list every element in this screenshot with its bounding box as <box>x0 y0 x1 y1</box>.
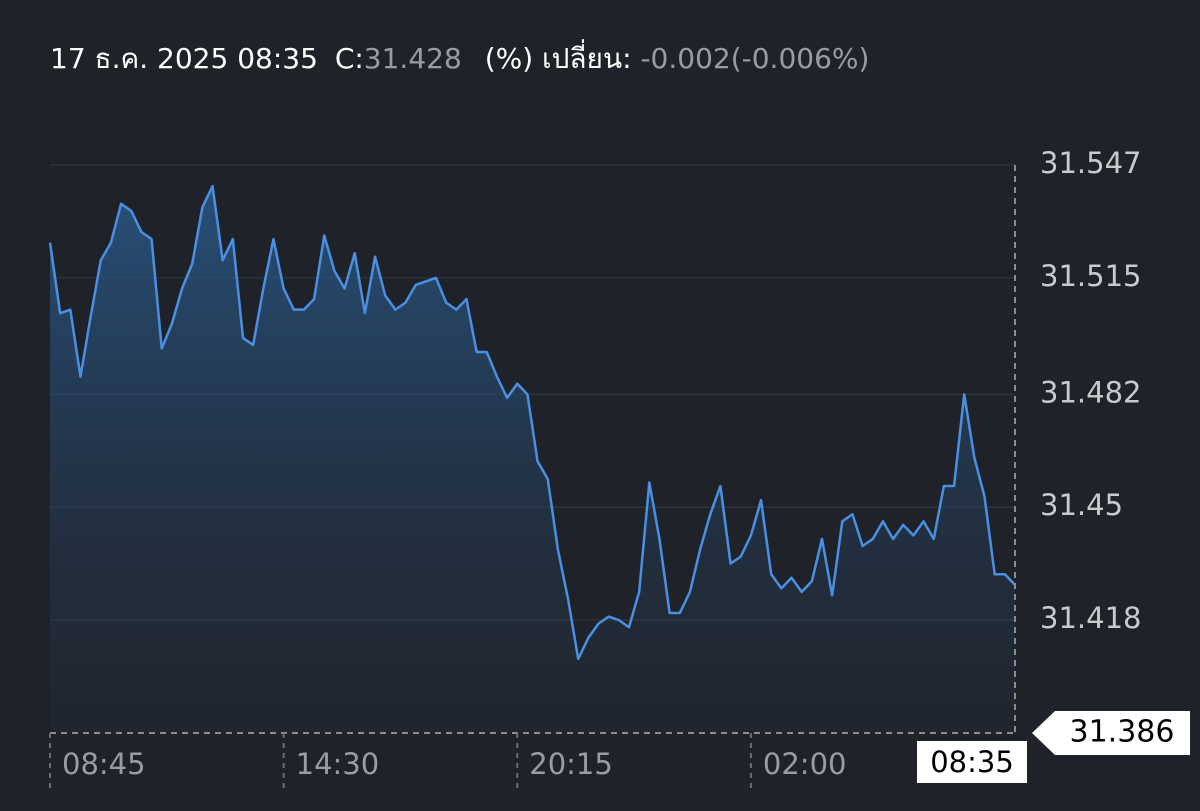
area-fill <box>50 186 1015 733</box>
header-change: -0.002(-0.006%) <box>640 42 869 75</box>
x-tick-label: 08:35 <box>930 745 1014 779</box>
price-tag-label: 31.386 <box>1070 715 1175 750</box>
header-close-label: C: <box>335 42 364 75</box>
y-tick-label: 31.418 <box>1040 601 1141 635</box>
x-tick-label: 08:45 <box>62 747 146 781</box>
header-datetime: 17 ธ.ค. 2025 08:35 <box>50 42 318 75</box>
header-close: 31.428 <box>364 42 462 75</box>
y-tick-label: 31.482 <box>1040 375 1141 409</box>
x-tick-label: 02:00 <box>763 747 847 781</box>
x-tick-label: 20:15 <box>529 747 613 781</box>
y-tick-label: 31.547 <box>1040 146 1141 180</box>
price-tag-box <box>1032 711 1190 755</box>
y-tick-label: 31.515 <box>1040 259 1141 293</box>
x-tick-label: 14:30 <box>296 747 380 781</box>
header: 17 ธ.ค. 2025 08:35 C:31.428 (%) เปลี่ยน:… <box>50 39 869 75</box>
y-tick-label: 31.45 <box>1040 488 1123 522</box>
x-tag-box <box>917 741 1027 783</box>
line <box>48 184 1016 661</box>
header-change-label: (%) เปลี่ยน: <box>485 39 632 75</box>
